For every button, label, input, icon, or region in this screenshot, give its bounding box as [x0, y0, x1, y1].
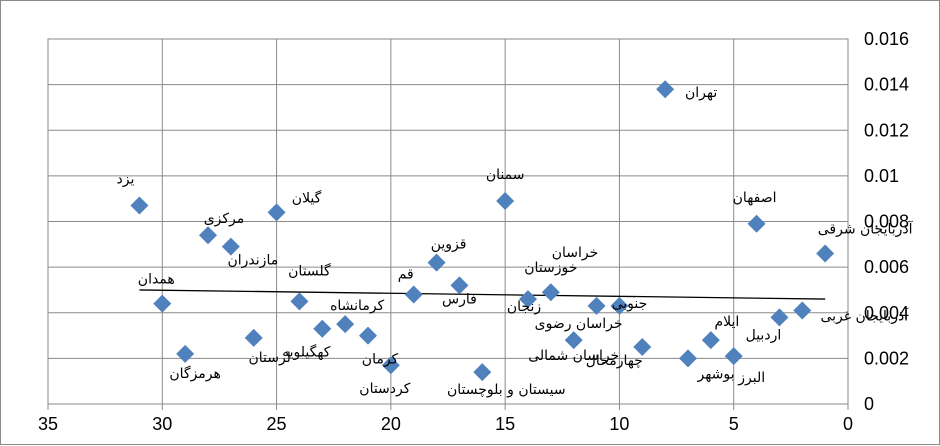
data-point[interactable] [610, 296, 629, 315]
data-point[interactable] [176, 344, 195, 363]
x-tick-label: 15 [495, 414, 515, 434]
point-label: کردستان [359, 381, 410, 397]
point-label: بوشهر [696, 366, 734, 382]
data-point[interactable] [541, 283, 560, 302]
data-point[interactable] [267, 203, 286, 222]
y-tick-label: 0.004 [864, 303, 909, 323]
data-point[interactable] [770, 308, 789, 327]
point-label: کهگیلویه [282, 344, 331, 361]
x-tick-label: 10 [609, 414, 629, 434]
point-label: لرستان [248, 350, 291, 366]
data-point[interactable] [336, 315, 355, 334]
data-point[interactable] [427, 253, 446, 272]
y-tick-label: 0 [864, 394, 874, 414]
data-point[interactable] [816, 244, 835, 263]
extra-label: خراسان [552, 245, 599, 261]
point-label: هرمزگان [169, 365, 221, 382]
x-tick-label: 20 [381, 414, 401, 434]
y-tick-label: 0.01 [864, 166, 899, 186]
data-point[interactable] [359, 326, 377, 345]
data-point[interactable] [244, 328, 263, 347]
point-label: البرز [737, 370, 765, 386]
data-point[interactable] [290, 292, 309, 311]
x-tick-label: 30 [152, 414, 172, 434]
data-point[interactable] [153, 294, 172, 313]
y-tick-label: 0.014 [864, 75, 909, 95]
data-point[interactable] [381, 356, 400, 375]
data-point[interactable] [679, 349, 697, 368]
data-point[interactable] [450, 276, 469, 295]
data-point[interactable] [496, 191, 515, 210]
point-label: ایلام [714, 314, 739, 330]
data-point[interactable] [587, 296, 606, 315]
point-label: گیلان [292, 189, 322, 206]
y-tick-label: 0.012 [864, 120, 909, 140]
point-label: کرمانشاه [330, 298, 384, 314]
data-point[interactable] [656, 80, 675, 99]
data-point[interactable] [564, 331, 583, 350]
data-point[interactable] [221, 237, 240, 256]
data-point[interactable] [633, 337, 652, 356]
point-label: مرکزی [204, 211, 245, 227]
point-label: قم [398, 267, 414, 283]
trendline [139, 289, 826, 300]
point-label: اصفهان [733, 190, 777, 206]
data-point[interactable] [130, 196, 149, 215]
point-label: یزد [116, 172, 134, 188]
point-label: اردبیل [746, 327, 782, 343]
y-tick-label: 0.006 [864, 257, 909, 277]
data-point[interactable] [199, 226, 217, 245]
point-label: سیستان و بلوچستان [447, 382, 566, 398]
x-tick-label: 5 [729, 414, 739, 434]
y-tick-label: 0.016 [864, 29, 909, 49]
y-tick-label: 0.002 [864, 348, 909, 368]
data-point[interactable] [701, 331, 720, 350]
point-label: آذربایجان غربی [820, 307, 909, 324]
point-label: خراسان رضوی [535, 316, 623, 332]
data-point[interactable] [747, 214, 766, 233]
point-label: فارس [442, 291, 477, 307]
data-point[interactable] [404, 285, 423, 304]
data-point[interactable] [313, 319, 332, 338]
data-point[interactable] [519, 290, 537, 309]
point-label: کرمان [362, 352, 399, 368]
y-tick-label: 0.008 [864, 212, 909, 232]
point-label: چهارمحال [586, 353, 643, 369]
x-tick-label: 25 [267, 414, 287, 434]
point-label: آذربایجان شرقی [818, 220, 914, 237]
x-tick-label: 0 [843, 414, 853, 434]
data-point[interactable] [793, 301, 812, 320]
point-label: مازندران [228, 253, 279, 269]
point-label: گلستان [288, 262, 331, 279]
x-tick-label: 35 [38, 414, 58, 434]
point-label: سمنان [486, 167, 525, 183]
point-label: تهران [685, 85, 717, 101]
point-label: زنجان [507, 299, 541, 315]
point-label: خراسان شمالی [528, 348, 619, 364]
point-label: خوزستان [524, 260, 577, 276]
data-point[interactable] [473, 363, 492, 382]
point-label: قزوین [431, 237, 467, 253]
point-label: جنوبی [612, 296, 648, 312]
data-point[interactable] [724, 347, 743, 366]
point-label: همدان [138, 272, 175, 288]
